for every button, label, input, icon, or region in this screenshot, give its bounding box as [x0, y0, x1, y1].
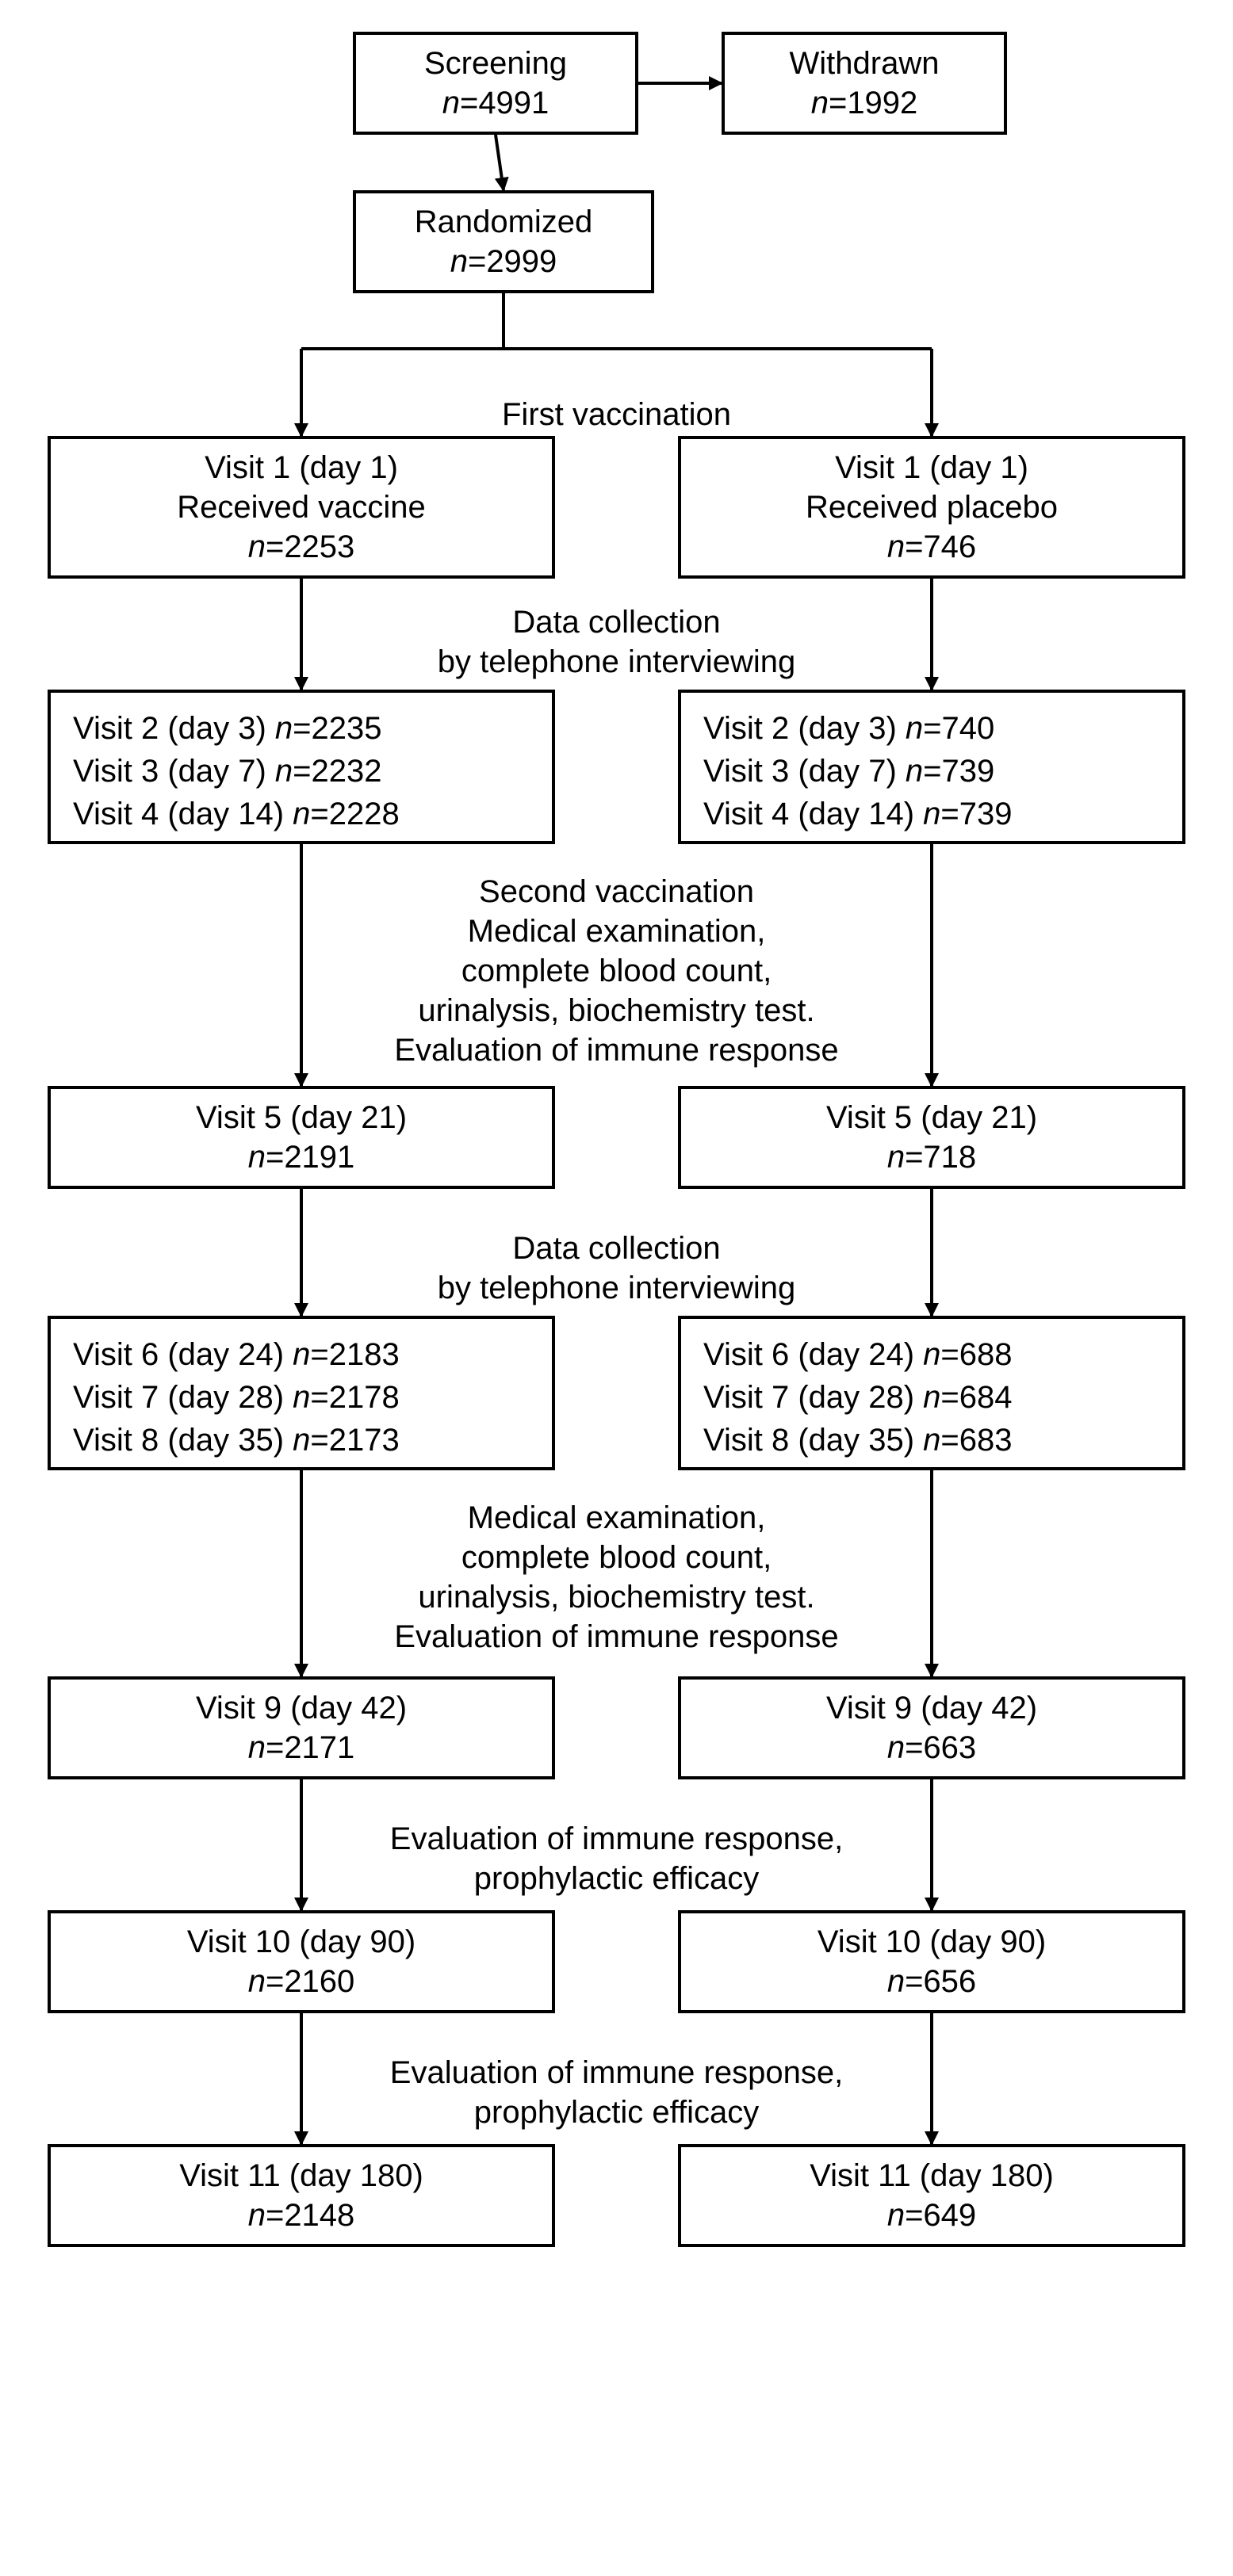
box-placebo-visit10: Visit 10 (day 90)n=656 — [678, 1910, 1185, 2013]
box-screening: Screeningn=4991 — [353, 32, 638, 135]
box-placebo-visit1: Visit 1 (day 1)Received placebon=746 — [678, 436, 1185, 579]
box-withdrawn: Withdrawnn=1992 — [722, 32, 1007, 135]
label-data-collection-1: Data collection by telephone interviewin… — [220, 602, 1013, 682]
box-vaccine-visit5: Visit 5 (day 21)n=2191 — [48, 1086, 555, 1189]
box-placebo-visit9: Visit 9 (day 42)n=663 — [678, 1676, 1185, 1779]
box-vaccine-visits234: Visit 2 (day 3) n=2235Visit 3 (day 7) n=… — [48, 690, 555, 844]
box-vaccine-visit1: Visit 1 (day 1)Received vaccinen=2253 — [48, 436, 555, 579]
box-placebo-visit11: Visit 11 (day 180)n=649 — [678, 2144, 1185, 2247]
box-vaccine-visit9: Visit 9 (day 42)n=2171 — [48, 1676, 555, 1779]
box-vaccine-visit10: Visit 10 (day 90)n=2160 — [48, 1910, 555, 2013]
label-data-collection-2: Data collection by telephone interviewin… — [220, 1229, 1013, 1308]
box-vaccine-visits678: Visit 6 (day 24) n=2183Visit 7 (day 28) … — [48, 1316, 555, 1470]
label-medical-exam: Medical examination, complete blood coun… — [220, 1498, 1013, 1657]
box-placebo-visits678: Visit 6 (day 24) n=688Visit 7 (day 28) n… — [678, 1316, 1185, 1470]
label-first-vaccination: First vaccination — [220, 395, 1013, 434]
label-evaluation-1: Evaluation of immune response, prophylac… — [220, 1819, 1013, 1898]
box-randomized: Randomizedn=2999 — [353, 190, 654, 293]
box-vaccine-visit11: Visit 11 (day 180)n=2148 — [48, 2144, 555, 2247]
consort-flowchart: Screeningn=4991 Withdrawnn=1992 Randomized… — [32, 32, 1201, 2544]
box-placebo-visit5: Visit 5 (day 21)n=718 — [678, 1086, 1185, 1189]
label-second-vaccination: Second vaccination Medical examination, … — [220, 872, 1013, 1070]
box-placebo-visits234: Visit 2 (day 3) n=740Visit 3 (day 7) n=7… — [678, 690, 1185, 844]
label-evaluation-2: Evaluation of immune response, prophylac… — [220, 2053, 1013, 2132]
